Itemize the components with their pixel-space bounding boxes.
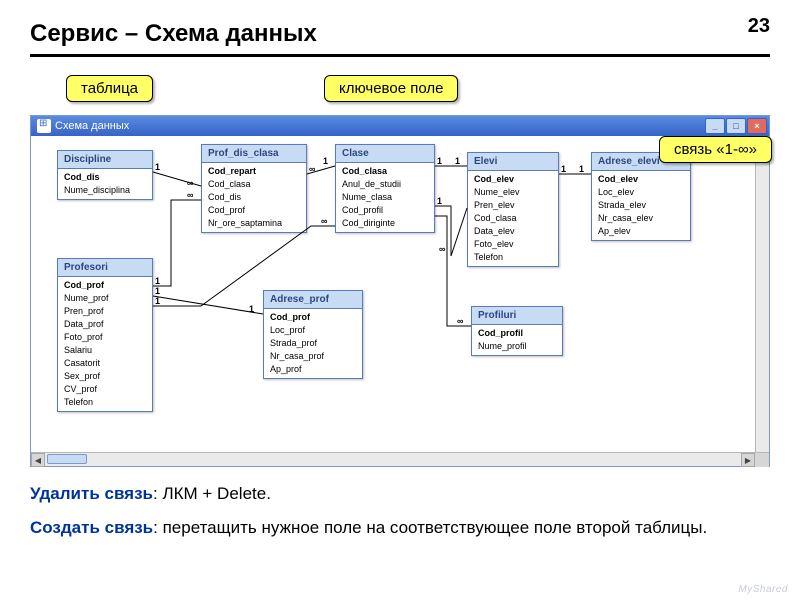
table-field[interactable]: Cod_dis <box>202 191 306 204</box>
table-field[interactable]: Telefon <box>58 396 152 409</box>
window-title: Схема данных <box>55 120 129 132</box>
table-field[interactable]: Cod_prof <box>58 279 152 292</box>
table-adrese_elevi[interactable]: Adrese_eleviCod_elevLoc_elevStrada_elevN… <box>591 152 691 241</box>
table-header[interactable]: Adrese_prof <box>264 291 362 309</box>
table-header[interactable]: Clase <box>336 145 434 163</box>
cardinality-label: ∞ <box>321 216 327 226</box>
cardinality-label: ∞ <box>187 178 193 188</box>
instruction-create: Создать связь: перетащить нужное поле на… <box>30 515 770 541</box>
table-field[interactable]: Pren_prof <box>58 305 152 318</box>
page-number: 23 <box>748 15 770 38</box>
cardinality-label: 1 <box>437 196 442 206</box>
schema-canvas[interactable]: ▲ DisciplineCod_disNume_disciplinaProf_d… <box>31 136 769 452</box>
table-field[interactable]: Cod_dis <box>58 171 152 184</box>
table-field[interactable]: Nr_casa_prof <box>264 350 362 363</box>
instructions: Удалить связь: ЛКМ + Delete. Создать свя… <box>30 481 770 540</box>
table-field[interactable]: Cod_repart <box>202 165 306 178</box>
window-titlebar[interactable]: Схема данных _ □ × <box>31 116 769 136</box>
cardinality-label: 1 <box>323 156 328 166</box>
table-adrese_prof[interactable]: Adrese_prof Cod_profLoc_profStrada_profNr… <box>263 290 363 379</box>
table-field[interactable]: Strada_prof <box>264 337 362 350</box>
close-button[interactable]: × <box>747 118 767 134</box>
table-field[interactable]: Pren_elev <box>468 199 558 212</box>
table-profesori[interactable]: Profesori Cod_profNume_profPren_profData_… <box>57 258 153 412</box>
scroll-right-icon[interactable]: ▶ <box>741 453 755 467</box>
scroll-left-icon[interactable]: ◀ <box>31 453 45 467</box>
schema-window: Схема данных _ □ × ▲ DisciplineCod_disNu… <box>30 115 770 467</box>
table-field[interactable]: Anul_de_studii <box>336 178 434 191</box>
table-field[interactable]: Cod_diriginte <box>336 217 434 230</box>
table-field[interactable]: Cod_elev <box>468 173 558 186</box>
instruction-delete: Удалить связь: ЛКМ + Delete. <box>30 481 770 507</box>
table-field[interactable]: Casatorit <box>58 357 152 370</box>
maximize-button[interactable]: □ <box>726 118 746 134</box>
minimize-button[interactable]: _ <box>705 118 725 134</box>
cardinality-label: ∞ <box>309 164 315 174</box>
table-field[interactable]: Cod_prof <box>202 204 306 217</box>
table-field[interactable]: Nr_ore_saptamina <box>202 217 306 230</box>
scrollbar-horizontal[interactable]: ◀ ▶ <box>31 452 769 466</box>
table-clase[interactable]: ClaseCod_clasaAnul_de_studiiNume_clasaCo… <box>335 144 435 233</box>
table-header[interactable]: Discipline <box>58 151 152 169</box>
table-header[interactable]: Profesori <box>58 259 152 277</box>
table-field[interactable]: Salariu <box>58 344 152 357</box>
table-field[interactable]: Cod_clasa <box>202 178 306 191</box>
cardinality-label: 1 <box>249 304 254 314</box>
watermark: MyShared <box>738 584 788 595</box>
page-title: Сервис – Схема данных <box>30 20 770 48</box>
scroll-corner <box>755 453 769 467</box>
table-discipline[interactable]: Discipline Cod_disNume_disciplina <box>57 150 153 200</box>
scroll-thumb[interactable] <box>47 454 87 464</box>
table-field[interactable]: Data_elev <box>468 225 558 238</box>
table-field[interactable]: Nume_profil <box>472 340 562 353</box>
cardinality-label: ∞ <box>439 244 445 254</box>
callout-key-field: ключевое поле <box>324 75 458 102</box>
table-field[interactable]: Cod_prof <box>264 311 362 324</box>
cardinality-label: 1 <box>155 296 160 306</box>
title-rule <box>30 54 770 57</box>
table-field[interactable]: Foto_prof <box>58 331 152 344</box>
table-field[interactable]: Strada_elev <box>592 199 690 212</box>
table-field[interactable]: Cod_clasa <box>468 212 558 225</box>
table-prof_dis_clasa[interactable]: Prof_dis_clasa Cod_repartCod_clasaCod_dis… <box>201 144 307 233</box>
table-field[interactable]: Cod_profil <box>336 204 434 217</box>
callout-relationship: связь «1-∞» <box>659 136 772 163</box>
cardinality-label: 1 <box>455 156 460 166</box>
table-field[interactable]: Nr_casa_elev <box>592 212 690 225</box>
cardinality-label: 1 <box>561 164 566 174</box>
table-field[interactable]: Nume_elev <box>468 186 558 199</box>
cardinality-label: 1 <box>579 164 584 174</box>
table-field[interactable]: Ap_elev <box>592 225 690 238</box>
table-field[interactable]: Sex_prof <box>58 370 152 383</box>
table-profiluri[interactable]: Profiluri Cod_profilNume_profil <box>471 306 563 356</box>
table-field[interactable]: Loc_elev <box>592 186 690 199</box>
window-icon <box>37 119 51 133</box>
table-header[interactable]: Elevi <box>468 153 558 171</box>
cardinality-label: ∞ <box>457 316 463 326</box>
table-elevi[interactable]: Elevi Cod_elevNume_elevPren_elevCod_clasa… <box>467 152 559 267</box>
table-field[interactable]: Cod_clasa <box>336 165 434 178</box>
scrollbar-vertical[interactable]: ▲ <box>755 136 769 452</box>
table-field[interactable]: Nume_prof <box>58 292 152 305</box>
table-field[interactable]: CV_prof <box>58 383 152 396</box>
table-field[interactable]: Nume_clasa <box>336 191 434 204</box>
table-header[interactable]: Prof_dis_clasa <box>202 145 306 163</box>
table-field[interactable]: Data_prof <box>58 318 152 331</box>
table-field[interactable]: Ap_prof <box>264 363 362 376</box>
table-field[interactable]: Loc_prof <box>264 324 362 337</box>
table-field[interactable]: Cod_profil <box>472 327 562 340</box>
table-field[interactable]: Cod_elev <box>592 173 690 186</box>
callout-table: таблица <box>66 75 153 102</box>
table-header[interactable]: Profiluri <box>472 307 562 325</box>
table-field[interactable]: Foto_elev <box>468 238 558 251</box>
cardinality-label: 1 <box>155 162 160 172</box>
cardinality-label: 1 <box>155 276 160 286</box>
cardinality-label: 1 <box>155 286 160 296</box>
table-field[interactable]: Nume_disciplina <box>58 184 152 197</box>
cardinality-label: 1 <box>437 156 442 166</box>
table-field[interactable]: Telefon <box>468 251 558 264</box>
cardinality-label: ∞ <box>187 190 193 200</box>
